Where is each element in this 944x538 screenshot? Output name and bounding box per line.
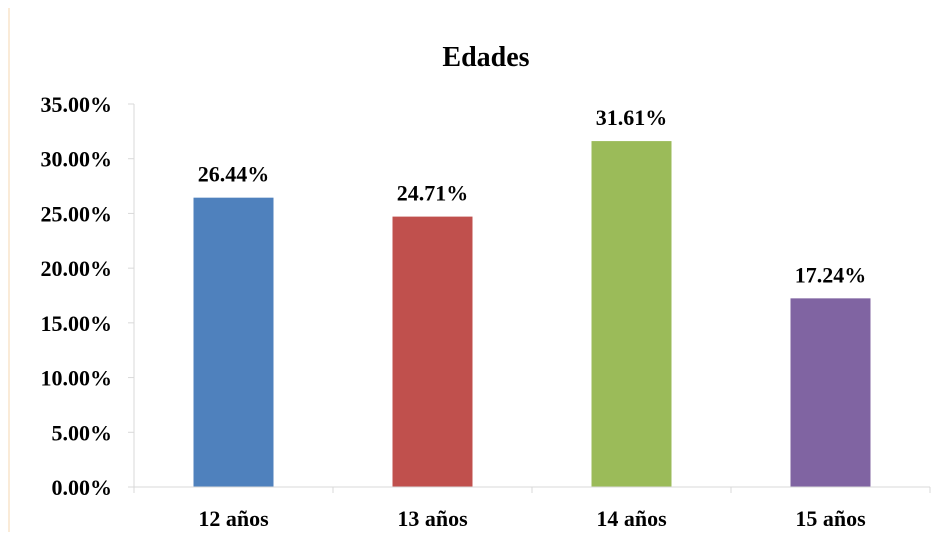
x-tick-label: 12 años — [198, 506, 269, 531]
x-axis-ticks: 12 años 13 años 14 años 15 años — [198, 506, 866, 531]
y-tick-label: 30.00% — [41, 147, 113, 172]
y-tick-label: 20.00% — [41, 256, 113, 281]
y-tick-label: 5.00% — [52, 420, 113, 445]
y-axis-ticks: 0.00% 5.00% 10.00% 15.00% 20.00% 25.00% 30.00%… — [41, 92, 134, 500]
y-tick-label: 25.00% — [41, 201, 113, 226]
chart-title: Edades — [442, 42, 529, 73]
data-label: 26.44% — [198, 162, 270, 187]
bars — [193, 141, 871, 488]
bar — [392, 216, 473, 488]
bar — [591, 141, 672, 487]
y-tick-label: 0.00% — [52, 475, 113, 500]
x-tick-label: 15 años — [795, 506, 866, 531]
y-tick-label: 15.00% — [41, 311, 113, 336]
x-tick-label: 13 años — [397, 506, 468, 531]
data-labels: 26.44% 24.71% 31.61% 17.24% — [198, 105, 867, 287]
y-tick-label: 10.00% — [41, 366, 113, 391]
data-label: 24.71% — [397, 181, 469, 206]
bar — [790, 298, 871, 487]
data-label: 31.61% — [596, 105, 668, 130]
axes — [133, 104, 931, 493]
x-tick-label: 14 años — [596, 506, 667, 531]
bar — [193, 197, 274, 488]
data-label: 17.24% — [795, 262, 867, 287]
y-tick-label: 35.00% — [41, 92, 113, 117]
